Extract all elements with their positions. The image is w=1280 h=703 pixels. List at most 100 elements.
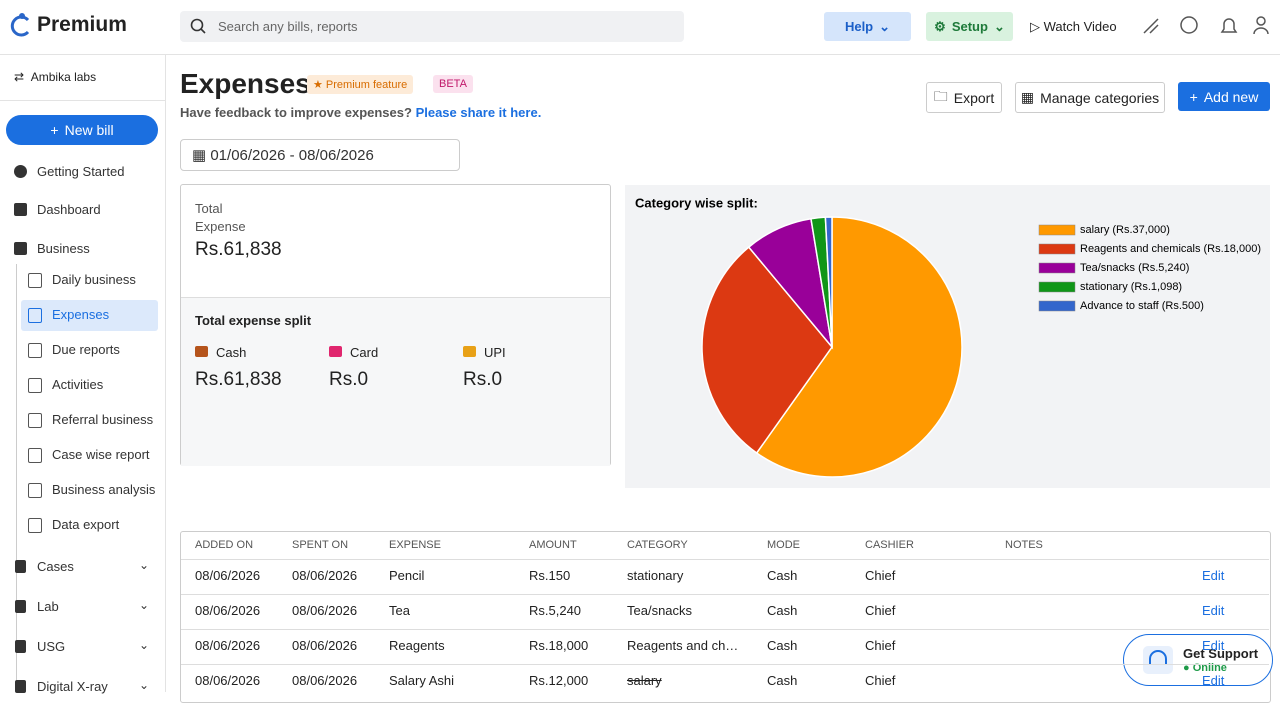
add-new-button[interactable]: + Add new [1178,82,1270,111]
nav-item[interactable]: Cases [37,559,74,574]
premium-label: Premium feature [325,79,408,91]
edit-link[interactable]: Edit [1202,603,1225,618]
table-cell: 08/06/2026 [195,603,261,618]
legend-label: Advance to staff (Rs.500) [1080,300,1204,312]
table-cell: salary [627,673,662,688]
total-label: Total Expense [195,201,246,234]
table-cell: 08/06/2026 [195,638,261,653]
nav-item[interactable]: USG [37,639,66,654]
active-item-bg [21,300,158,331]
legend-label: salary (Rs.37,000) [1080,224,1170,236]
table-cell: Chief [865,568,896,583]
table-cell: Cash [767,568,798,583]
mode-amount: Rs.0 [329,369,369,390]
sub-nav-icon [28,273,42,288]
row-divider [181,664,1269,665]
new-bill-button[interactable]: + New bill [6,115,158,145]
sub-nav-item[interactable]: Referral business [52,412,154,427]
manage-label: Manage categories [1040,89,1160,106]
manage-categories-button[interactable]: ▦ Manage categories [1015,82,1165,113]
sub-nav-item[interactable]: Case wise report [52,447,150,462]
chevron: ⌄ [139,598,150,612]
sub-nav-line [16,264,17,692]
table-cell: 08/06/2026 [195,673,261,688]
nav-icon [14,165,27,178]
premium-badge: ★ Premium feature [307,75,414,94]
feedback-text: Have feedback to improve expenses? [180,105,412,120]
support-status-text: Online [1192,662,1227,674]
table-cell: Chief [865,603,896,618]
search-box[interactable] [180,11,684,42]
table-cell: Cash [767,673,798,688]
sub-nav-icon [28,308,42,323]
mode-icon [463,346,476,357]
legend-label: Tea/snacks (Rs.5,240) [1080,262,1189,274]
table-cell: 08/06/2026 [292,603,358,618]
search-placeholder: Search any bills, reports [218,19,358,34]
add-new-label: Add new [1203,88,1259,105]
export-button[interactable]: 🗀 Export [926,82,1002,113]
table-cell: 08/06/2026 [292,638,358,653]
row-divider [181,629,1269,630]
legend-swatch [1038,243,1076,255]
help-button[interactable]: Help ⌄ [824,12,911,41]
nav-item[interactable]: Business [37,241,90,256]
nav-icon [15,560,26,573]
help-label: Help [844,19,874,34]
divider [0,100,165,101]
watch-video-label: Watch Video [1043,19,1117,34]
sub-nav-item[interactable]: Daily business [52,272,136,287]
beta-badge: BETA [433,75,473,93]
top-bar [0,0,1280,55]
feedback-link[interactable]: Please share it here. [415,105,542,120]
sub-nav-icon [28,413,42,428]
edit-link[interactable]: Edit [1202,673,1225,688]
edit-link[interactable]: Edit [1202,638,1225,653]
nav-icon [15,600,26,613]
setup-button[interactable]: ⚙ Setup ⌄ [926,12,1013,41]
mode-label: Cash [216,345,247,360]
org-switch[interactable]: ⇄ Ambika labs [14,70,97,84]
sidebar [0,55,166,692]
table-cell: 08/06/2026 [292,673,358,688]
table-cell: Pencil [389,568,425,583]
table-cell: Reagents [389,638,445,653]
feedback: Have feedback to improve expenses? Pleas… [180,105,541,120]
sub-nav-item[interactable]: Data export [52,517,120,532]
nav-item[interactable]: Getting Started [37,164,125,179]
watch-video[interactable]: ▷ Watch Video [1030,19,1117,34]
mode-label: UPI [484,345,506,360]
sub-nav-icon [28,448,42,463]
pie-slice [824,216,833,348]
logo-icon [10,13,30,37]
table-cell: Reagents and ch… [627,638,739,653]
sub-nav-item[interactable]: Activities [52,377,104,392]
edit-link[interactable]: Edit [1202,568,1225,583]
nav-icon [14,203,27,216]
date-range: ▦ 01/06/2026 - 08/06/2026 [192,147,374,164]
legend-swatch [1038,262,1076,274]
table-cell: Salary Ashi [389,673,455,688]
chevron: ⌄ [139,558,150,572]
header-icons [1143,16,1269,35]
export-label: Export [953,89,995,106]
legend-label: Reagents and chemicals (Rs.18,000) [1080,243,1261,255]
table-cell: Rs.150 [529,568,571,583]
table-cell: 08/06/2026 [292,568,358,583]
date-range-input[interactable] [180,139,460,171]
brand: Premium [37,13,127,36]
sub-nav-item[interactable]: Business analysis [52,482,156,497]
sub-nav-item[interactable]: Due reports [52,342,120,357]
org-name: Ambika labs [30,70,97,84]
nav-item[interactable]: Digital X-ray [37,679,108,694]
sub-nav-item[interactable]: Expenses [52,307,110,322]
table-cell: Chief [865,638,896,653]
nav-item[interactable]: Lab [37,599,59,614]
legend-label: stationary (Rs.1,098) [1080,281,1182,293]
search-icon [190,18,206,34]
table-header: MODE [767,539,800,551]
table-cell: Rs.5,240 [529,603,582,618]
nav-item[interactable]: Dashboard [37,202,101,217]
legend-swatch [1038,224,1076,236]
